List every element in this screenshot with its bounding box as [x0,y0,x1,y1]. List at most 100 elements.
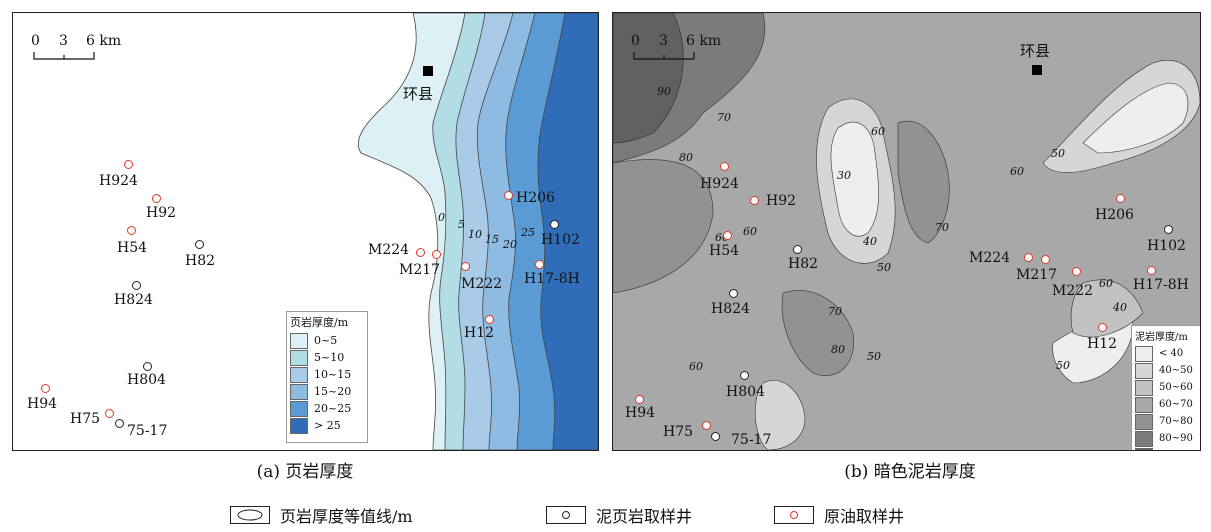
well-label-H804: H804 [127,372,166,388]
oil-well-icon [774,506,814,524]
well-label-H92: H92 [146,205,177,221]
mudstone-thickness-map: 0 3 6 km 环县 90 70 80 60 30 60 40 70 50 5… [612,12,1201,451]
well-marker-H102 [1164,225,1173,234]
well-marker-H206 [1116,194,1125,203]
contour-label-80: 80 [831,343,845,356]
well-label-75-17: 75-17 [127,423,168,439]
town-marker [1032,65,1042,75]
well-label-H54: H54 [117,240,148,256]
well-label-H17-8H: H17-8H [1133,277,1189,293]
scale-tick-0: 0 [31,33,40,49]
well-label-H94: H94 [625,405,656,421]
well-marker-H824 [729,289,738,298]
well-marker-H94 [41,384,50,393]
legend-title: 页岩厚度/m [290,316,349,329]
contour-label-80: 80 [679,151,693,164]
well-marker-M224 [416,248,425,257]
zone-70-80-sw [781,290,855,376]
contour-label-30: 30 [837,169,851,182]
legend-item-oil-well: 原油取样井 [774,503,904,527]
contour-label-70: 70 [717,111,731,124]
well-marker-H94 [635,395,644,404]
scale-tick-3: 3 [659,33,668,49]
shale-thickness-contours [357,13,598,450]
map_a-legend-row: 15~20 [287,383,367,400]
well-marker-H75 [105,409,114,418]
scale-bar: 0 3 6 km [631,33,741,63]
map-b-legend: 泥岩厚度/m < 40 40~50 50~60 60~70 70~80 80~90 > 90 [1131,325,1200,450]
well-label-H924: H924 [700,176,739,192]
well-label-H12: H12 [1087,336,1118,352]
well-label-H54: H54 [709,243,740,259]
legend-label: 70~80 [1159,416,1193,427]
well-marker-M222 [1072,267,1081,276]
scale-bar: 0 3 6 km [31,33,141,63]
well-marker-H12 [1098,323,1107,332]
well-marker-H924 [720,162,729,171]
well-label-H75: H75 [663,424,694,440]
contour-label-40: 40 [1113,301,1127,314]
well-marker-H54 [723,231,732,240]
legend-swatch [290,349,308,366]
map_b-legend-row: > 90 [1132,447,1200,450]
legend-label-contour: 页岩厚度等值线/m [280,507,413,526]
legend-swatch [1135,396,1153,413]
map_b-legend-row: 50~60 [1132,379,1200,396]
well-label-H102: H102 [541,232,580,248]
well-label-H75: H75 [70,411,101,427]
legend-swatch [1135,447,1153,450]
contour-label-50: 50 [877,261,891,274]
well-label-M222: M222 [1052,283,1094,299]
contour-label-70: 70 [935,221,949,234]
legend-swatch [290,383,308,400]
zone-50-60-e [1070,279,1144,338]
legend-label: 15~20 [314,385,352,398]
contour-label-20: 20 [503,238,517,251]
zone-lt40-ne [1082,82,1189,154]
contour-label-60: 60 [689,360,703,373]
legend-label: > 25 [314,419,341,432]
well-label-75-17: 75-17 [731,432,772,448]
well-marker-H82 [195,240,204,249]
well-label-M224: M224 [368,242,410,258]
legend-swatch [1135,345,1153,362]
contour-label-5: 5 [458,218,465,231]
well-label-H824: H824 [711,301,750,317]
zone-80-90-nw [613,13,766,164]
contour-label-25: 25 [521,226,535,239]
contour-line-icon [230,506,270,524]
map_a-legend-row: 20~25 [287,400,367,417]
contour-label-60: 60 [871,125,885,138]
contour-label-60: 60 [1010,165,1024,178]
well-marker-H92 [152,194,161,203]
well-label-H82: H82 [185,253,216,269]
well-label-H94: H94 [27,396,58,412]
zone-gt25 [537,13,598,450]
well-marker-M222 [461,262,470,271]
contour-label-50: 50 [1051,147,1065,160]
map-a-legend: 页岩厚度/m 0~5 5~10 10~15 15~20 20~25 > 25 [286,311,368,443]
contour-label-15: 15 [485,233,499,246]
well-label-H924: H924 [99,173,138,189]
well-marker-H82 [793,245,802,254]
map_b-legend-row: 80~90 [1132,430,1200,447]
well-label-H824: H824 [114,292,153,308]
legend-label: 60~70 [1159,399,1193,410]
town-label: 环县 [1020,42,1051,60]
well-marker-H804 [143,362,152,371]
contour-label-0: 0 [438,211,445,224]
well-label-M222: M222 [461,276,503,292]
well-marker-H54 [127,226,136,235]
well-label-H206: H206 [516,190,555,206]
contour-label-10: 10 [468,228,482,241]
legend-swatch [1135,379,1153,396]
legend-swatch [290,417,308,434]
well-marker-M217 [432,250,441,259]
well-marker-M217 [1041,255,1050,264]
zone-70-80-center [897,120,950,244]
legend-swatch [290,332,308,349]
map_a-legend-row: 5~10 [287,349,367,366]
well-marker-H102 [550,220,559,229]
well-marker-75-17 [115,419,124,428]
contour-label-60: 60 [743,225,757,238]
